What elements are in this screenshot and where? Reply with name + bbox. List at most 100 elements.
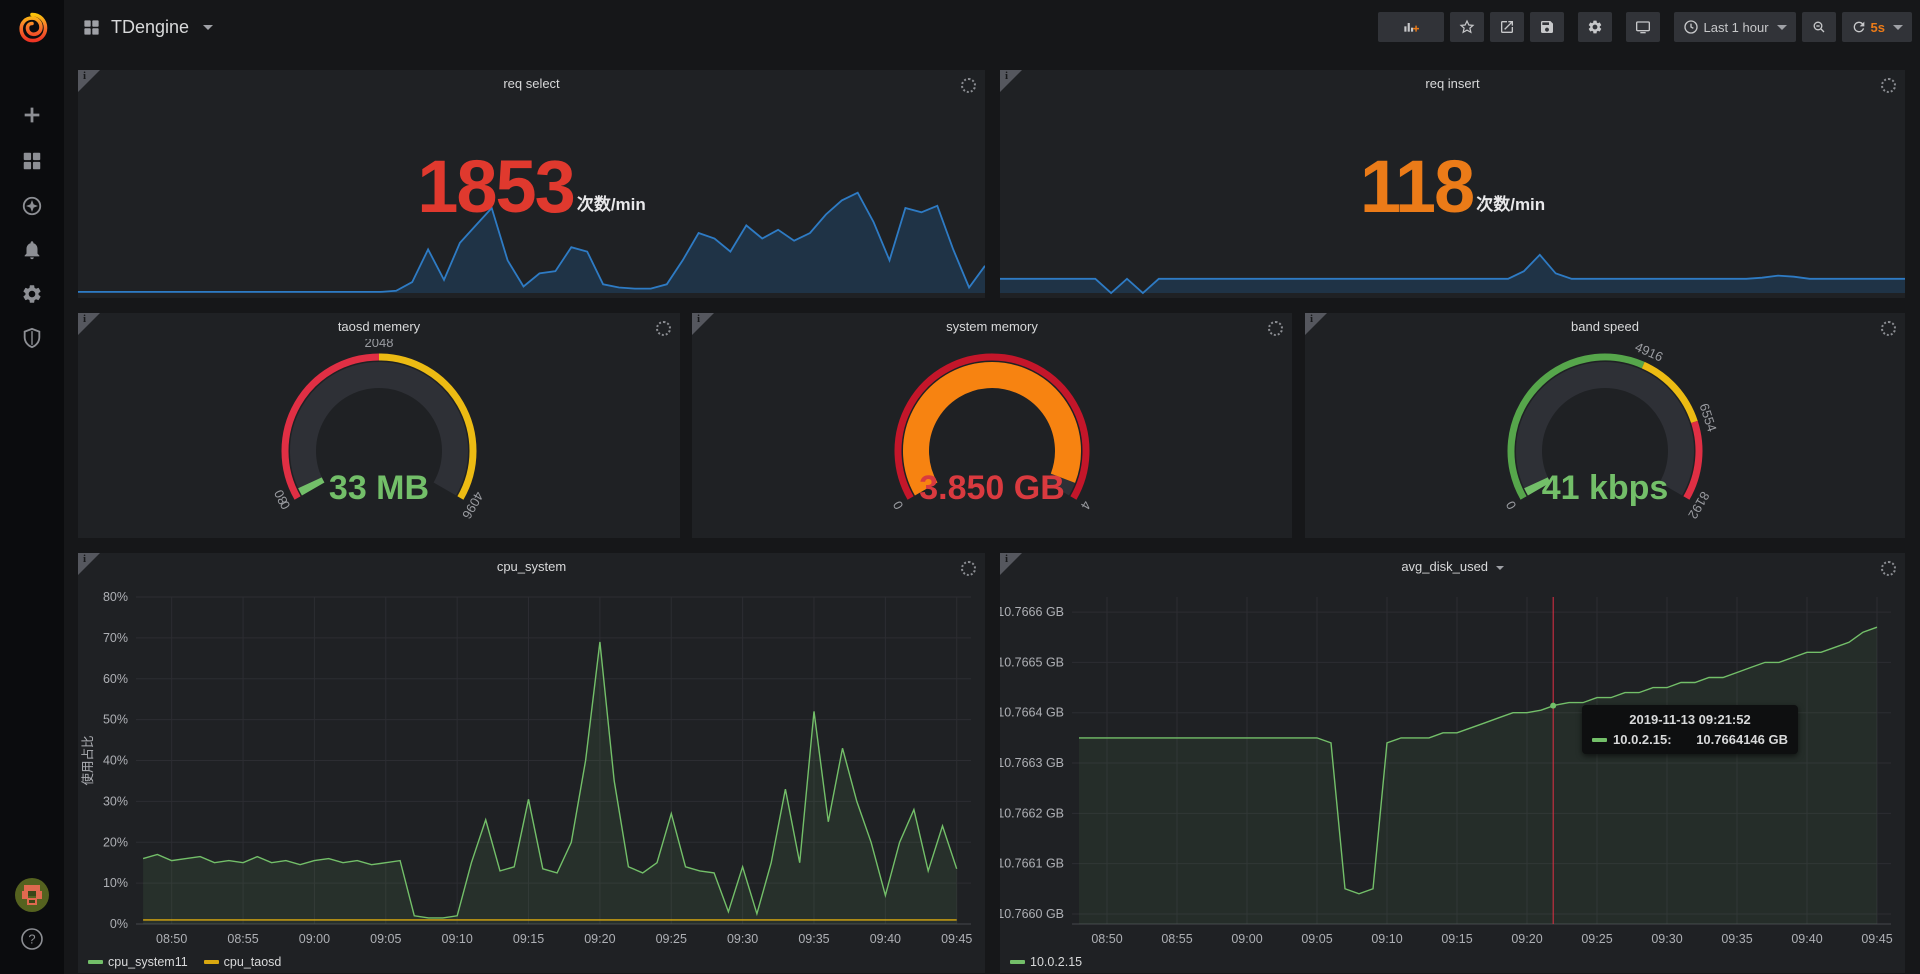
panel-title[interactable]: req select [503,76,560,91]
sidebar-item-dashboards[interactable] [21,150,43,172]
dashboard-title-caret-icon [203,24,214,30]
explore-compass-icon [22,196,42,216]
info-icon: i [83,313,87,325]
panel-title[interactable]: system memory [946,319,1038,334]
svg-text:10.7661 GB: 10.7661 GB [1000,857,1064,871]
svg-text:09:20: 09:20 [584,932,615,946]
legend-series-label: 10.0.2.15 [1030,955,1083,969]
navbar: TDengine [64,0,1920,54]
svg-text:09:30: 09:30 [727,932,758,946]
svg-text:09:25: 09:25 [656,932,687,946]
svg-text:09:20: 09:20 [1511,932,1542,946]
sidebar: ? [0,0,64,974]
panel-title[interactable]: taosd memery [337,319,421,334]
clock-icon [1684,20,1699,34]
legend-series-dash [203,960,219,964]
svg-text:80%: 80% [103,590,128,604]
panel-avg-disk-used: i avg_disk_used 08:50 08:55 09:00 09:05 09:1… [1000,553,1905,973]
req-insert-sparkline [1000,253,1905,295]
legend-series-label: cpu_taosd [223,955,282,969]
sidebar-item-server-admin[interactable] [21,327,43,349]
svg-text:4: 4 [1078,498,1095,512]
svg-text:80: 80 [271,487,291,506]
sidebar-item-explore[interactable] [21,195,43,217]
svg-text:6554: 6554 [1697,401,1720,433]
svg-text:09:00: 09:00 [299,932,330,946]
legend-item[interactable]: 10.0.2.15 [1010,955,1082,969]
panel-menu-caret-icon[interactable] [1495,565,1504,570]
svg-text:09:45: 09:45 [941,932,972,946]
panel-title[interactable]: cpu_system [496,559,567,574]
tv-mode-button[interactable] [1626,12,1661,42]
help-button[interactable]: ? [20,927,44,956]
svg-text:09:25: 09:25 [1581,932,1612,946]
panel-info-corner[interactable] [1305,313,1327,335]
avg-disk-used-graph[interactable]: 08:50 08:55 09:00 09:05 09:10 09:15 09:20 09:25… [1000,580,1905,970]
zoom-out-button[interactable] [1801,12,1836,42]
sidebar-item-create[interactable] [21,104,43,126]
graph-legend: 10.0.2.15 [1010,955,1082,969]
panel-info-corner[interactable] [1000,70,1022,92]
refresh-button[interactable]: 5s [1841,12,1912,42]
legend-item[interactable]: cpu_system11 [88,955,188,969]
save-dashboard-button[interactable] [1530,12,1565,42]
svg-text:09:05: 09:05 [1301,932,1332,946]
svg-text:0: 0 [1503,498,1520,512]
svg-text:70%: 70% [103,631,128,645]
time-range-caret-icon [1776,24,1787,30]
svg-text:10.7662 GB: 10.7662 GB [1000,806,1064,820]
loading-spinner-icon [1268,321,1283,336]
svg-text:41 kbps: 41 kbps [1542,469,1669,507]
panel-info-corner[interactable] [78,70,100,92]
panel-info-corner[interactable] [1000,553,1022,575]
svg-text:2048: 2048 [365,339,394,350]
svg-text:3.850 GB: 3.850 GB [919,469,1065,507]
star-dashboard-button[interactable] [1450,12,1485,42]
svg-text:0%: 0% [110,917,128,931]
loading-spinner-icon [1881,78,1896,93]
refresh-caret-icon [1893,24,1903,30]
svg-text:40%: 40% [103,754,128,768]
loading-spinner-icon [1881,321,1896,336]
cpu-system-graph[interactable]: 08:50 08:55 09:00 09:05 09:10 09:15 09:20 09:25… [78,580,985,970]
sidebar-item-configuration[interactable] [21,283,43,305]
refresh-icon [1853,21,1864,33]
panel-info-corner[interactable] [692,313,714,335]
dashboard-picker-icon[interactable] [82,18,101,37]
info-icon: i [1310,313,1314,325]
panel-title[interactable]: band speed [1571,319,1639,334]
share-icon [1501,21,1514,33]
svg-text:09:40: 09:40 [1791,932,1822,946]
svg-text:10.7666 GB: 10.7666 GB [1000,605,1064,619]
sidebar-item-alerting[interactable] [21,239,43,261]
svg-text:10.7664 GB: 10.7664 GB [1000,706,1064,720]
dashboard-settings-button[interactable] [1578,12,1613,42]
svg-text:08:50: 08:50 [156,932,187,946]
refresh-interval-label[interactable]: 5s [1870,19,1885,35]
time-range-picker[interactable]: Last 1 hour [1674,12,1796,42]
panel-cpu-system: i cpu_system 08:50 08:55 09:00 09:05 09:10 09… [78,553,985,973]
help-icon: ? [21,928,43,950]
svg-text:09:15: 09:15 [1441,932,1472,946]
svg-text:08:50: 08:50 [1091,932,1122,946]
legend-item[interactable]: cpu_taosd [203,955,282,969]
user-avatar[interactable] [15,878,49,917]
graph-legend: cpu_system11 cpu_taosd [88,955,281,969]
svg-text:09:40: 09:40 [870,932,901,946]
loading-spinner-icon [656,321,671,336]
info-icon: i [1005,553,1009,565]
dashboard-title[interactable]: TDengine [111,16,190,37]
panel-info-corner[interactable] [78,313,100,335]
save-icon [1541,21,1554,33]
panel-title[interactable]: req insert [1425,76,1480,91]
panel-system-memory: i system memory 0 4 3.850 GB [692,313,1292,538]
panel-title[interactable]: avg_disk_used [1401,559,1489,574]
panel-req-select: i req select 1853 次数/min [78,70,985,298]
svg-text:09:10: 09:10 [1371,932,1402,946]
add-panel-button[interactable] [1378,12,1445,42]
panel-info-corner[interactable] [78,553,100,575]
legend-series-label: cpu_system11 [108,955,188,969]
share-dashboard-button[interactable] [1490,12,1525,42]
grafana-logo[interactable] [0,8,64,48]
